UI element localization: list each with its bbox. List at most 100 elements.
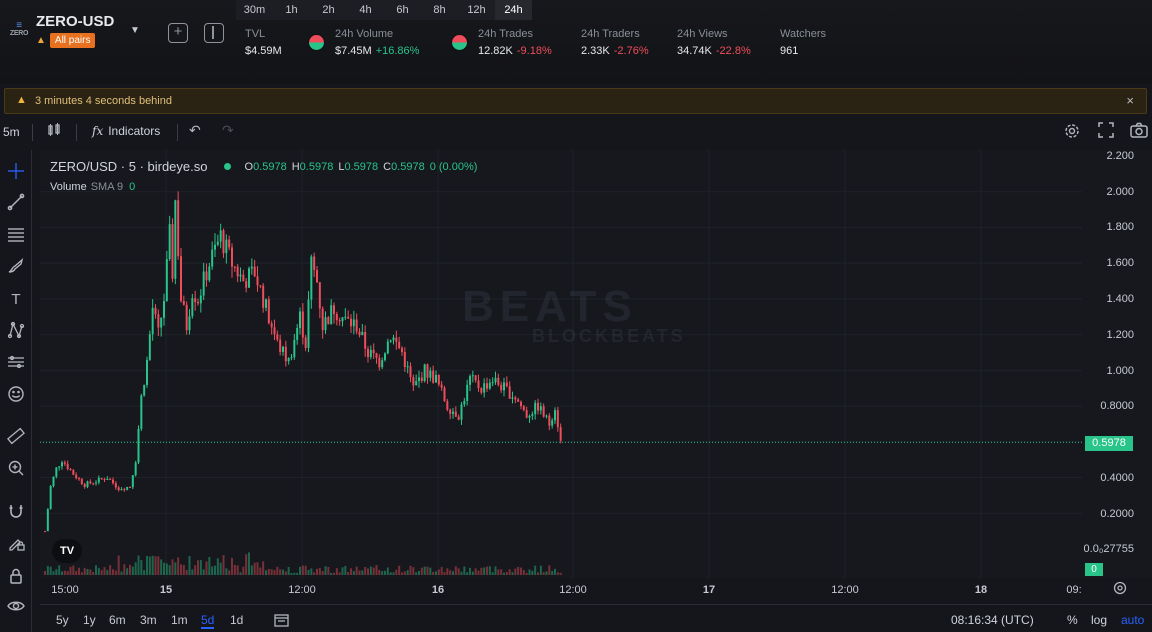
candle-body xyxy=(469,376,471,385)
candle-body xyxy=(83,483,86,488)
delay-warning-banner: ▲ 3 minutes 4 seconds behind × xyxy=(4,88,1147,114)
candle-body xyxy=(528,415,531,418)
calendar-icon[interactable] xyxy=(274,613,289,630)
volume-bar xyxy=(270,569,273,575)
candle-body xyxy=(188,316,191,331)
volume-bar xyxy=(228,570,231,575)
volume-bar xyxy=(276,566,279,575)
lock-drawing-icon[interactable] xyxy=(5,534,27,556)
candle-body xyxy=(392,337,395,341)
volume-bar xyxy=(222,555,225,575)
eye-icon[interactable] xyxy=(5,597,27,619)
price-axis-label: 1.200 xyxy=(1106,329,1134,341)
volume-bar xyxy=(389,572,392,575)
emoji-icon[interactable] xyxy=(5,385,27,407)
settings-gear-icon[interactable] xyxy=(1063,122,1081,143)
chart-pane[interactable] xyxy=(40,150,1082,578)
split-view-icon[interactable] xyxy=(204,23,224,43)
candle-body xyxy=(222,230,225,254)
text-tool-icon[interactable]: T xyxy=(11,291,21,308)
candle-body xyxy=(242,274,245,282)
candle-body xyxy=(452,411,454,414)
lock-icon[interactable] xyxy=(5,567,27,589)
crosshair-icon[interactable] xyxy=(5,162,27,184)
percent-toggle[interactable]: % xyxy=(1067,613,1078,627)
trend-line-icon[interactable] xyxy=(5,193,27,215)
timeframe-tab[interactable]: 24h xyxy=(495,0,532,20)
candle-body xyxy=(89,481,92,484)
volume-bar xyxy=(466,572,469,575)
close-icon[interactable]: × xyxy=(1126,93,1134,108)
candle-body xyxy=(100,477,103,480)
volume-bar xyxy=(318,568,321,575)
range-button[interactable]: 6m xyxy=(109,613,126,627)
candle-body xyxy=(511,397,514,399)
stat-change: -2.76% xyxy=(613,45,649,57)
auto-toggle[interactable]: auto xyxy=(1121,613,1145,627)
volume-bar xyxy=(446,568,449,575)
add-icon[interactable]: + xyxy=(168,23,188,43)
camera-icon[interactable] xyxy=(1130,122,1148,141)
range-button[interactable]: 1y xyxy=(83,613,96,627)
brush-icon[interactable] xyxy=(5,257,27,279)
magnet-icon[interactable] xyxy=(5,502,27,524)
range-button[interactable]: 1d xyxy=(230,613,244,627)
range-button[interactable]: 5y xyxy=(56,613,69,627)
volume-legend: Volume SMA 9 0 xyxy=(50,181,135,193)
tradingview-logo[interactable]: TV xyxy=(52,539,82,563)
time-axis[interactable]: 15:00 15 12:00 16 12:00 17 12:00 18 09: xyxy=(40,578,1082,602)
candle-body xyxy=(174,200,177,279)
volume-bar xyxy=(180,564,182,575)
volume-bar xyxy=(97,567,100,575)
timeframe-tab[interactable]: 30m xyxy=(243,4,266,16)
axis-settings-icon[interactable] xyxy=(1113,581,1127,598)
timeframe-tab[interactable]: 6h xyxy=(396,4,409,16)
timeframe-tab[interactable]: 4h xyxy=(359,4,372,16)
candle-body xyxy=(415,381,418,386)
candle-type-icon[interactable] xyxy=(46,122,62,141)
timeframe-tab[interactable]: 2h xyxy=(322,4,335,16)
pair-name: ZERO-USD xyxy=(36,13,115,30)
range-button[interactable]: 1m xyxy=(171,613,188,627)
undo-icon[interactable]: ↶ xyxy=(189,122,201,138)
volume-bar xyxy=(52,571,55,575)
volume-bar xyxy=(129,564,131,575)
indicators-button[interactable]: fx Indicators xyxy=(92,124,160,138)
log-toggle[interactable]: log xyxy=(1091,613,1108,627)
pattern-icon[interactable] xyxy=(5,321,27,343)
price-chart[interactable] xyxy=(40,150,1082,578)
timeframe-tab[interactable]: 1h xyxy=(285,4,298,16)
legend-open-value: 0.5978 xyxy=(253,160,287,173)
volume-bar xyxy=(418,570,420,575)
interval-button[interactable]: 5m xyxy=(3,125,20,139)
legend-open-label: O xyxy=(244,160,254,173)
range-button[interactable]: 5d xyxy=(201,613,215,629)
pair-selector[interactable]: ≡ ZERO ZERO-USD ▲ All pairs xyxy=(6,12,114,48)
candle-body xyxy=(225,239,228,254)
volume-bar xyxy=(284,571,287,575)
volume-bar xyxy=(168,565,171,575)
chevron-down-icon[interactable]: ▼ xyxy=(130,25,140,36)
all-pairs-badge[interactable]: All pairs xyxy=(49,33,96,48)
candle-body xyxy=(350,318,352,327)
legend-change: 0 (0.00%) xyxy=(429,160,478,173)
candle-body xyxy=(146,359,148,385)
timeframe-tab[interactable]: 12h xyxy=(467,4,486,16)
volume-bar xyxy=(372,567,375,575)
candle-body xyxy=(418,377,420,382)
volume-bar xyxy=(134,562,137,575)
utc-clock[interactable]: 08:16:34 (UTC) xyxy=(951,613,1034,627)
fib-lines-icon[interactable] xyxy=(5,225,27,247)
volume-bar xyxy=(44,571,46,575)
fullscreen-icon[interactable] xyxy=(1098,122,1114,141)
redo-icon[interactable]: ↷ xyxy=(222,122,234,138)
volume-bar xyxy=(239,572,242,575)
prediction-icon[interactable] xyxy=(5,353,27,375)
candle-body xyxy=(389,340,392,342)
ruler-icon[interactable] xyxy=(5,427,27,449)
price-axis[interactable]: 2.200 2.000 1.800 1.600 1.400 1.200 1.000 0.800… xyxy=(1082,150,1152,578)
timeframe-tab[interactable]: 8h xyxy=(433,4,446,16)
legend-close-value: 0.5978 xyxy=(391,160,425,173)
range-button[interactable]: 3m xyxy=(140,613,157,627)
zoom-in-icon[interactable] xyxy=(5,459,27,481)
